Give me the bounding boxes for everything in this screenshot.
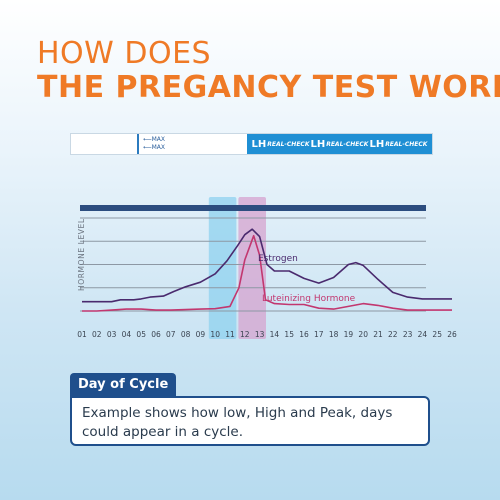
- x-tick-label: 05: [136, 330, 146, 339]
- x-tick-label: 06: [151, 330, 161, 339]
- strip-brand-label: REAL-CHECK: [326, 140, 369, 148]
- x-tick-label: 15: [284, 330, 294, 339]
- series-label-1: Estrogen: [258, 254, 298, 264]
- x-tick-label: 19: [344, 330, 354, 339]
- x-tick-label: 10: [210, 330, 220, 339]
- max-line-label-1: ⟵MAX: [143, 136, 166, 143]
- highlight-band-1: [208, 197, 237, 339]
- highlight-band-2: [238, 197, 266, 339]
- max-line-label-2: ⟵MAX: [143, 144, 166, 151]
- x-tick-label: 07: [166, 330, 176, 339]
- x-tick-label: 11: [225, 330, 235, 339]
- x-tick-label: 22: [388, 330, 398, 339]
- strip-brand-label: REAL-CHECK: [385, 140, 428, 148]
- x-tick-label: 24: [418, 330, 428, 339]
- strip-lh-label: LH: [369, 138, 385, 150]
- heading-line-1: HOW DOES: [37, 36, 212, 71]
- strip-lh-label: LH: [251, 138, 267, 150]
- chart-top-bar: [80, 205, 426, 211]
- x-tick-label: 17: [314, 330, 324, 339]
- x-tick-label: 04: [122, 330, 132, 339]
- x-tick-label: 08: [181, 330, 191, 339]
- x-tick-label: 18: [329, 330, 339, 339]
- strip-lh-label: LH: [310, 138, 326, 150]
- x-tick-label: 13: [255, 330, 265, 339]
- series-line-1: [82, 228, 452, 303]
- x-tick-label: 21: [373, 330, 383, 339]
- y-axis-label: HORMONE LEVEL: [77, 218, 86, 291]
- heading-line-2: THE PREGANCY TEST WORK: [37, 70, 500, 105]
- x-tick-label: 26: [447, 330, 457, 339]
- test-strip-illustration: ⟵MAX ⟵MAX LH REAL-CHECK LH REAL-CHECK LH…: [70, 133, 433, 155]
- strip-brand-band: LH REAL-CHECK LH REAL-CHECK LH REAL-CHEC…: [247, 134, 432, 154]
- x-tick-label: 12: [240, 330, 250, 339]
- x-tick-label: 20: [358, 330, 368, 339]
- x-tick-label: 23: [403, 330, 413, 339]
- x-tick-label: 16: [299, 330, 309, 339]
- x-tick-label: 25: [432, 330, 442, 339]
- series-label-2: Luteinizing Hormone: [262, 294, 356, 304]
- strip-brand-label: REAL-CHECK: [267, 140, 310, 148]
- x-tick-label: 01: [77, 330, 87, 339]
- strip-divider: [137, 134, 139, 154]
- x-tick-label: 02: [92, 330, 102, 339]
- hormone-chart: Estrogen Luteinizing Hormone 01 02 03 04 05 06…: [77, 197, 457, 339]
- x-tick-label: 14: [270, 330, 280, 339]
- x-tick-label: 03: [107, 330, 117, 339]
- day-of-cycle-description: Example shows how low, High and Peak, da…: [70, 396, 430, 446]
- day-of-cycle-label: Day of Cycle: [70, 373, 177, 396]
- series-line-2: [82, 234, 452, 312]
- x-tick-label: 09: [196, 330, 206, 339]
